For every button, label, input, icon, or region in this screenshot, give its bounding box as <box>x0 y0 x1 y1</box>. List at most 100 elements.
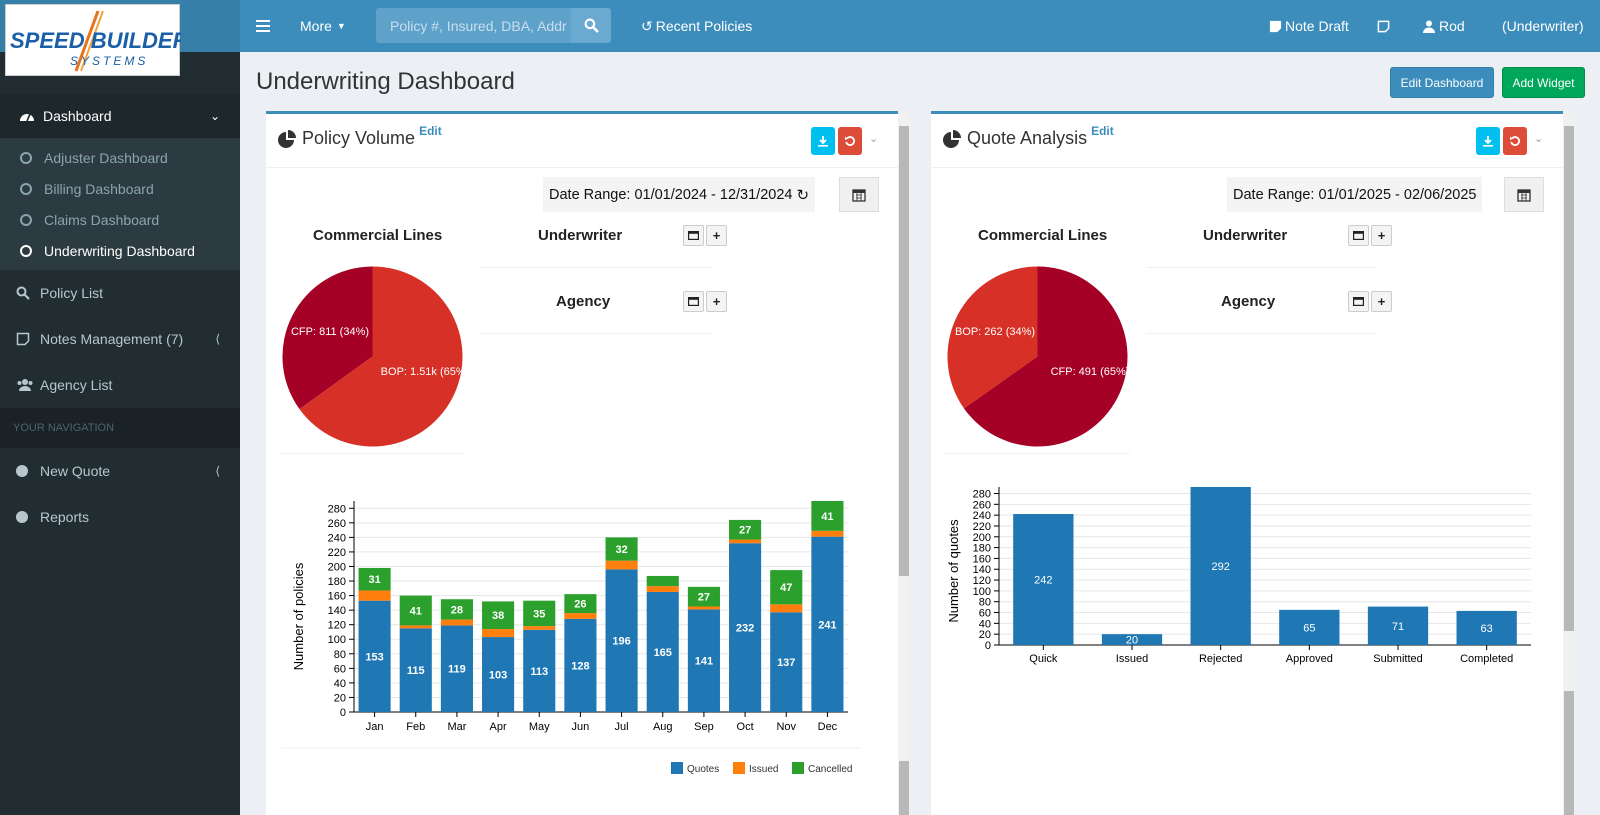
bar-quotes[interactable] <box>358 600 391 712</box>
bar-cancelled[interactable] <box>811 501 844 531</box>
bar-issued[interactable] <box>1101 634 1163 645</box>
bar-quotes[interactable] <box>564 618 597 712</box>
bar-issued[interactable] <box>646 586 679 592</box>
scrollbar-thumb-lower[interactable] <box>899 761 909 815</box>
search-button[interactable] <box>571 8 611 43</box>
bar-quotes[interactable] <box>605 569 638 712</box>
sidebar-item-agency-list[interactable]: Agency List <box>0 362 240 408</box>
sidebar-item-policy-list[interactable]: Policy List <box>0 270 240 316</box>
legend-label[interactable]: Cancelled <box>808 764 852 775</box>
bar-quotes[interactable] <box>770 612 803 712</box>
date-range-picker[interactable]: Date Range: 01/01/2024 - 12/31/2024 ↻ <box>543 177 816 212</box>
bar-issued[interactable] <box>564 613 597 619</box>
sidebar-item-reports[interactable]: Reports <box>0 494 240 540</box>
pie-slice[interactable] <box>964 266 1128 447</box>
agency-expand-button[interactable]: + <box>706 291 727 312</box>
pie-slice[interactable] <box>947 266 1038 409</box>
bar-quotes[interactable] <box>687 609 720 712</box>
bar-cancelled[interactable] <box>770 570 803 605</box>
bar-quotes[interactable] <box>440 625 473 712</box>
widget-edit-link[interactable]: Edit <box>419 123 442 138</box>
collapse-chevron-icon[interactable]: ⌄ <box>1534 133 1544 145</box>
bar-quotes[interactable] <box>482 637 515 712</box>
policy-volume-scrollbar[interactable] <box>898 111 910 815</box>
download-button[interactable] <box>1476 127 1500 155</box>
more-dropdown[interactable]: More ▼ <box>300 0 346 52</box>
agency-expand-button[interactable]: + <box>1371 291 1392 312</box>
logo[interactable]: SPEED BUILDER SYSTEMS <box>5 4 189 76</box>
bar-quotes[interactable] <box>399 628 432 712</box>
bar-quotes[interactable] <box>523 629 556 712</box>
bar-quick[interactable] <box>1013 514 1074 645</box>
underwriter-expand-button[interactable]: + <box>706 225 727 246</box>
bar-issued[interactable] <box>440 619 473 626</box>
bar-quotes[interactable] <box>646 591 679 712</box>
reset-button[interactable] <box>838 127 862 155</box>
bar-issued[interactable] <box>729 539 762 544</box>
add-widget-button[interactable]: Add Widget <box>1502 67 1585 98</box>
sidebar-item-new-quote[interactable]: New Quote ⟨ <box>0 448 240 494</box>
bar-cancelled[interactable] <box>523 600 556 627</box>
bar-cancelled[interactable] <box>482 601 515 630</box>
pie-slice[interactable] <box>299 266 463 447</box>
bar-cancelled[interactable] <box>646 575 679 587</box>
bar-issued[interactable] <box>482 629 515 638</box>
scrollbar-thumb-lower[interactable] <box>1564 691 1574 815</box>
bar-issued[interactable] <box>399 625 432 629</box>
bar-cancelled[interactable] <box>399 595 432 626</box>
bar-quotes[interactable] <box>811 536 844 712</box>
sidebar-item-billing-dashboard[interactable]: Billing Dashboard <box>0 173 240 204</box>
legend-label[interactable]: Quotes <box>687 764 719 775</box>
quote-analysis-scrollbar[interactable] <box>1563 111 1575 815</box>
bar-cancelled[interactable] <box>564 594 597 614</box>
bar-submitted[interactable] <box>1367 606 1429 645</box>
collapse-chevron-icon[interactable]: ⌄ <box>869 133 879 145</box>
bar-quotes[interactable] <box>729 543 762 712</box>
sidebar-item-adjuster-dashboard[interactable]: Adjuster Dashboard <box>0 142 240 173</box>
scrollbar-thumb[interactable] <box>899 126 909 576</box>
download-button[interactable] <box>811 127 835 155</box>
hamburger-menu-icon[interactable] <box>256 0 270 52</box>
user-role-link[interactable]: (Underwriter) <box>1502 0 1584 52</box>
bar-cancelled[interactable] <box>440 599 473 620</box>
edit-dashboard-button[interactable]: Edit Dashboard <box>1390 67 1494 98</box>
user-menu[interactable]: Rod <box>1423 0 1465 52</box>
bar-issued[interactable] <box>605 560 638 570</box>
bar-cancelled[interactable] <box>729 519 762 540</box>
bar-cancelled[interactable] <box>358 567 391 591</box>
bar-cancelled[interactable] <box>687 586 720 607</box>
recent-policies-link[interactable]: ↺ Recent Policies <box>641 0 752 52</box>
calendar-button[interactable] <box>1504 177 1544 212</box>
bar-cancelled[interactable] <box>605 537 638 561</box>
reset-button[interactable] <box>1503 127 1527 155</box>
agency-maximize-button[interactable] <box>1348 291 1369 312</box>
refresh-icon[interactable]: ↻ <box>796 186 810 204</box>
sidebar-item-label: New Quote <box>40 463 111 479</box>
bar-approved[interactable] <box>1279 609 1340 645</box>
date-range-picker[interactable]: Date Range: 01/01/2025 - 02/06/2025 <box>1227 177 1483 212</box>
scrollbar-thumb[interactable] <box>1564 126 1574 631</box>
underwriter-maximize-button[interactable] <box>1348 225 1369 246</box>
widget-edit-link[interactable]: Edit <box>1091 123 1114 138</box>
underwriter-maximize-button[interactable] <box>683 225 704 246</box>
bar-issued[interactable] <box>687 606 720 610</box>
search-input[interactable] <box>376 8 571 43</box>
sidebar-item-notes-management[interactable]: Notes Management (7) ⟨ <box>0 316 240 362</box>
notes-button[interactable] <box>1377 0 1390 52</box>
bar-issued[interactable] <box>811 530 844 537</box>
underwriter-expand-button[interactable]: + <box>1371 225 1392 246</box>
agency-maximize-button[interactable] <box>683 291 704 312</box>
legend-label[interactable]: Issued <box>749 764 778 775</box>
bar-value-label: 26 <box>574 599 586 611</box>
bar-completed[interactable] <box>1456 610 1517 645</box>
sidebar-item-dashboard[interactable]: Dashboard ⌄ <box>0 94 240 138</box>
bar-issued[interactable] <box>770 604 803 613</box>
sidebar-item-claims-dashboard[interactable]: Claims Dashboard <box>0 204 240 235</box>
bar-issued[interactable] <box>523 626 556 630</box>
bar-rejected[interactable] <box>1190 487 1251 645</box>
bar-issued[interactable] <box>358 590 391 601</box>
calendar-button[interactable] <box>839 177 879 212</box>
pie-slice[interactable] <box>282 266 373 410</box>
note-draft-link[interactable]: Note Draft <box>1269 0 1349 52</box>
sidebar-item-underwriting-dashboard[interactable]: Underwriting Dashboard <box>0 235 240 266</box>
